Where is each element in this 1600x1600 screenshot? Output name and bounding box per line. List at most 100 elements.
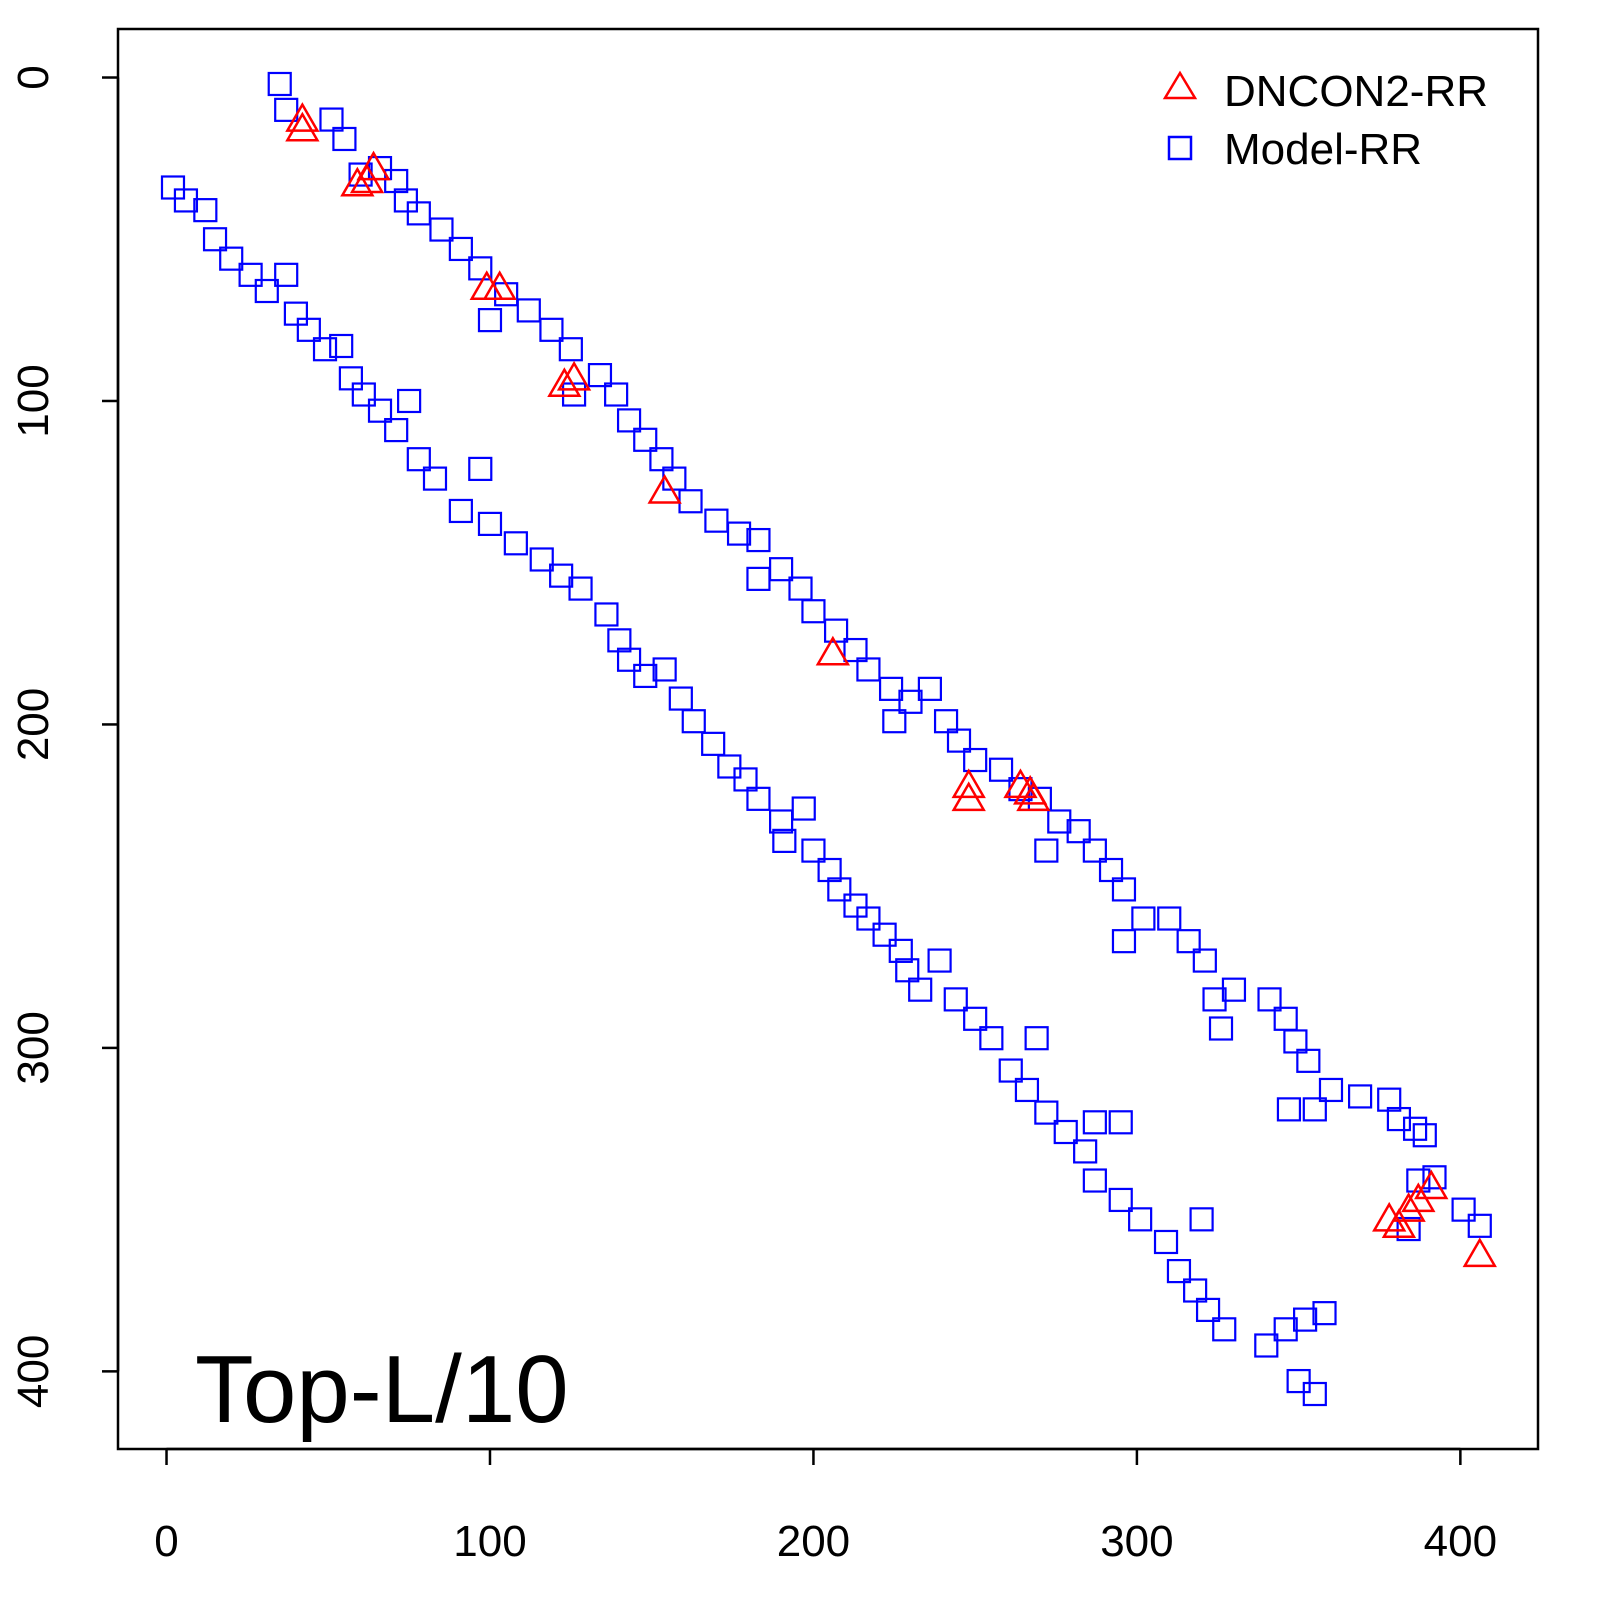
model-rr-point [1422, 1165, 1447, 1190]
model-rr-point [1111, 929, 1137, 954]
model-rr-point [274, 97, 299, 122]
model-rr-point [429, 217, 454, 242]
model-rr-point [1467, 1213, 1492, 1238]
model-rr-point [856, 906, 881, 931]
x-tick-label: 300 [1100, 1517, 1173, 1566]
model-rr-point [274, 262, 299, 287]
x-tick-label: 0 [154, 1517, 178, 1566]
dncon2-rr-point [1462, 1237, 1497, 1268]
model-rr-point [817, 857, 842, 883]
model-rr-point [1034, 838, 1059, 863]
model-rr-point [468, 256, 493, 281]
model-rr-point [979, 1026, 1004, 1051]
legend-triangle-marker [1162, 70, 1198, 100]
dncon2-rr-point [285, 102, 320, 132]
model-rr-point [768, 809, 794, 834]
model-rr-point [1296, 1048, 1321, 1073]
model-rr-point [384, 168, 409, 194]
model-rr-point [1098, 857, 1124, 883]
model-rr-point [768, 557, 794, 582]
model-rr-point [202, 227, 228, 252]
y-tick-label: 100 [9, 364, 58, 437]
dncon2-rr-point [1003, 768, 1038, 799]
dncon2-rr-point [1016, 781, 1051, 812]
model-rr-point [616, 408, 642, 433]
model-rr-point [594, 602, 619, 627]
model-rr-point [1053, 1119, 1078, 1145]
model-rr-point [384, 417, 409, 443]
dncon2-rr-point [647, 474, 682, 504]
model-rr-point [1318, 1077, 1344, 1103]
x-axis: 0 100 200 300 400 [154, 1447, 1497, 1566]
model-rr-point [1202, 987, 1227, 1012]
dncon2-rr-point [951, 781, 986, 812]
model-rr-point [604, 382, 629, 407]
dncon2-rr-point [815, 635, 851, 666]
model-rr-point [1273, 1317, 1298, 1342]
model-rr-point [393, 188, 418, 213]
model-rr-point [1386, 1106, 1412, 1132]
model-rr-point [193, 198, 218, 223]
x-tick-label: 200 [777, 1517, 850, 1566]
model-rr-point [772, 828, 797, 853]
model-rr-point [616, 647, 642, 672]
model-rr-point [367, 398, 393, 423]
model-rr-point [843, 637, 868, 663]
model-rr-point [1111, 877, 1137, 902]
model-rr-point [1402, 1116, 1428, 1141]
model-rr-point [746, 527, 771, 553]
model-rr-point [267, 71, 292, 97]
model-rr-point [633, 663, 658, 689]
model-rr-point [1014, 1077, 1040, 1103]
annotation-label: Top-L/10 [195, 1336, 569, 1443]
model-rr-point [963, 747, 988, 773]
model-rr-point [681, 709, 706, 734]
dncon2-rr-point [349, 163, 385, 194]
y-axis: 0 100 200 300 400 [9, 65, 120, 1408]
model-rr-point [895, 958, 920, 983]
model-rr-point [254, 278, 279, 304]
model-rr-point [1293, 1307, 1318, 1332]
model-rr-point [668, 686, 693, 711]
model-rr-point [856, 657, 881, 682]
model-rr-point [733, 767, 758, 792]
model-rr-point [704, 508, 729, 533]
model-rr-point [872, 922, 897, 947]
model-rr-point [933, 709, 959, 734]
model-rr-point [1108, 1110, 1133, 1135]
model-rr-point [477, 308, 503, 333]
model-rr-point [801, 838, 826, 863]
model-rr-point [406, 201, 431, 226]
model-rr-point [1166, 1258, 1192, 1284]
model-rr-point [1396, 1216, 1421, 1242]
model-rr-point [1189, 1207, 1214, 1232]
model-rr-point [678, 489, 703, 514]
model-rr-point [332, 126, 357, 152]
model-rr-point [448, 498, 473, 524]
dncon2-rr-point [482, 270, 517, 301]
model-rr-point [652, 657, 677, 682]
model-rr-point [351, 382, 376, 407]
model-rr-point [1131, 906, 1156, 931]
model-rr-point [160, 175, 186, 200]
model-rr-point [633, 427, 658, 452]
model-rr-point [1302, 1381, 1327, 1407]
model-rr-point [549, 563, 574, 588]
model-rr-point [422, 466, 448, 491]
model-rr-point [746, 786, 771, 811]
model-rr-point [406, 447, 431, 472]
model-rr-point [1377, 1087, 1402, 1112]
model-rr-point [587, 363, 613, 388]
model-rr-point [1082, 1168, 1107, 1193]
model-rr-point [477, 511, 503, 536]
model-rr-point [1412, 1123, 1437, 1148]
model-rr-point [516, 298, 541, 323]
model-rr-point [927, 948, 952, 973]
dncon2-rr-point [556, 360, 592, 391]
model-rr-point [1082, 838, 1107, 863]
model-rr-point [1128, 1207, 1153, 1232]
model-rr-point [238, 262, 263, 287]
model-rr-point [1283, 1029, 1308, 1054]
model-rr-point [1183, 1278, 1208, 1303]
